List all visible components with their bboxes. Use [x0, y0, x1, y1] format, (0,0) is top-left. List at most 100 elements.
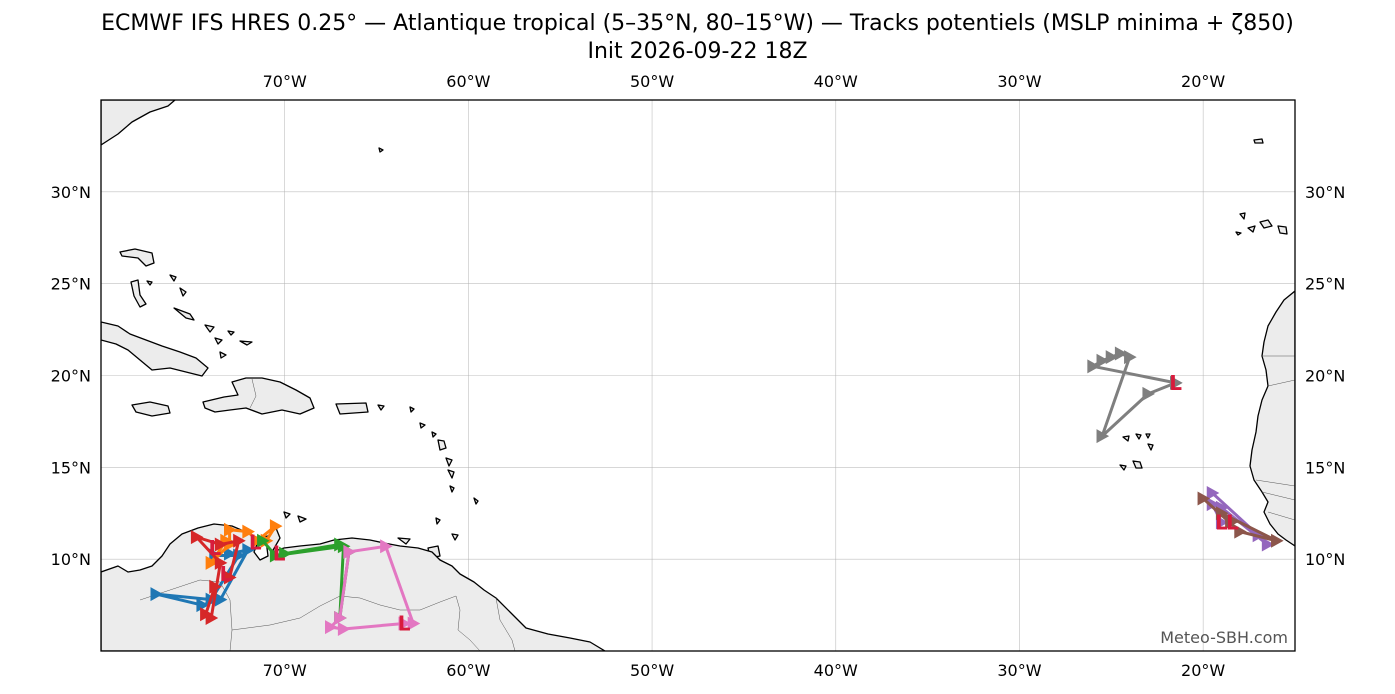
land-madeira	[1253, 138, 1264, 144]
track-point-marker	[1261, 537, 1275, 552]
land-cuba	[101, 321, 209, 377]
track-point-marker	[269, 548, 283, 563]
track-point-marker	[223, 522, 237, 537]
land-hispaniola	[202, 377, 315, 415]
low-center-marker: L	[1169, 371, 1182, 395]
track-point-marker	[269, 519, 283, 534]
land-jamaica	[131, 401, 171, 417]
tick-label-lat-left: 20°N	[51, 367, 91, 386]
track-point-marker	[214, 537, 228, 552]
track-point-marker	[1170, 375, 1183, 390]
map-title: ECMWF IFS HRES 0.25° — Atlantique tropic…	[101, 11, 1294, 36]
low-center-marker: L	[273, 542, 286, 566]
track-point-marker	[380, 539, 393, 554]
track-point-marker	[1087, 359, 1100, 374]
tick-label-lon-bottom: 20°W	[1181, 661, 1225, 680]
land-cape-verde	[1119, 433, 1154, 471]
track-point-marker	[1105, 350, 1119, 365]
low-center-marker: L	[1226, 510, 1239, 534]
track-point-marker	[1271, 533, 1284, 548]
land-canaries	[1235, 212, 1288, 236]
track-point-marker	[196, 598, 210, 613]
track-point-marker	[398, 616, 412, 631]
storm-tracks	[150, 346, 1284, 636]
track-point-marker	[1096, 429, 1110, 444]
low-center-marker: L	[1215, 510, 1228, 534]
tick-label-lon-top: 70°W	[263, 72, 307, 91]
track-point-marker	[1206, 497, 1220, 512]
tick-label-lat-left: 10°N	[51, 550, 91, 569]
track-point-marker	[1206, 486, 1220, 501]
tick-label-lon-bottom: 70°W	[263, 661, 307, 680]
tick-label-lon-top: 20°W	[1181, 72, 1225, 91]
map-frame	[100, 99, 1296, 652]
tick-label-lon-top: 50°W	[630, 72, 674, 91]
track-point-marker	[1096, 353, 1110, 368]
track-point-marker	[334, 610, 347, 625]
track-point-marker	[343, 544, 356, 559]
tick-label-lon-top: 40°W	[814, 72, 858, 91]
track-point-marker	[1215, 506, 1229, 521]
track-point-marker	[242, 542, 255, 557]
land-lesser-antilles	[377, 147, 479, 541]
track-point-marker	[1215, 515, 1229, 530]
tick-label-lon-top: 60°W	[446, 72, 490, 91]
track-point-marker	[190, 530, 204, 545]
land-trinidad	[283, 511, 441, 559]
border-south-america	[139, 579, 516, 651]
track-point-marker	[407, 616, 421, 631]
map-subtitle-init-time: Init 2026-09-22 18Z	[587, 39, 808, 64]
tick-label-lat-right: 30°N	[1305, 183, 1345, 202]
track-point-marker	[214, 555, 228, 570]
track-point-marker	[279, 546, 292, 561]
tick-label-lat-left: 25°N	[51, 275, 91, 294]
watermark-text: Meteo-SBH.com	[1160, 628, 1288, 647]
low-center-marker: L	[209, 536, 222, 560]
track-point-marker	[1197, 491, 1211, 506]
track-point-marker	[205, 555, 219, 570]
axis-tick-labels: 70°W 70°W 60°W 60°W 50°W 50°W 40°W 40°W 30°W 30°W…	[51, 72, 1346, 680]
track-point-marker	[1142, 386, 1156, 401]
low-center-marker: L	[398, 611, 411, 635]
track-point-marker	[214, 592, 228, 607]
border-west-africa	[1255, 355, 1295, 521]
track-point-marker	[150, 587, 164, 602]
tick-label-lat-right: 15°N	[1305, 458, 1345, 477]
track-point-marker	[233, 533, 246, 548]
track-point-marker	[257, 533, 270, 548]
land-layer	[101, 100, 1295, 651]
track-point-marker	[242, 524, 255, 539]
track-point-marker	[1234, 524, 1247, 539]
land-bahamas-cays	[146, 274, 253, 359]
tick-label-lat-left: 30°N	[51, 183, 91, 202]
tick-label-lat-right: 10°N	[1305, 550, 1345, 569]
track-point-marker	[223, 570, 237, 585]
tick-label-lon-top: 30°W	[997, 72, 1041, 91]
track-point-marker	[205, 610, 219, 625]
tick-label-lat-right: 25°N	[1305, 275, 1345, 294]
track-point-marker	[223, 546, 237, 561]
track-point-marker	[1225, 515, 1238, 530]
land-bahamas	[119, 248, 155, 267]
tick-label-lon-bottom: 40°W	[814, 661, 858, 680]
track-point-marker	[1114, 346, 1128, 361]
land-puerto-rico	[335, 402, 369, 415]
graticule	[101, 100, 1295, 651]
track-point-marker	[1124, 350, 1137, 365]
low-center-marker: L	[220, 562, 233, 586]
track-point-marker	[209, 579, 222, 594]
tick-label-lat-left: 15°N	[51, 458, 91, 477]
land-west-africa	[1249, 290, 1295, 547]
border-haiti-dr	[249, 378, 257, 409]
land-florida	[101, 100, 176, 146]
tick-label-lon-bottom: 50°W	[630, 661, 674, 680]
tick-label-lon-bottom: 60°W	[446, 661, 490, 680]
track-point-marker	[337, 621, 351, 636]
track-point-marker	[325, 620, 338, 635]
low-center-marker: L	[249, 531, 262, 555]
land-andros	[130, 279, 147, 308]
tick-label-lon-bottom: 30°W	[997, 661, 1041, 680]
tick-label-lat-right: 20°N	[1305, 367, 1345, 386]
